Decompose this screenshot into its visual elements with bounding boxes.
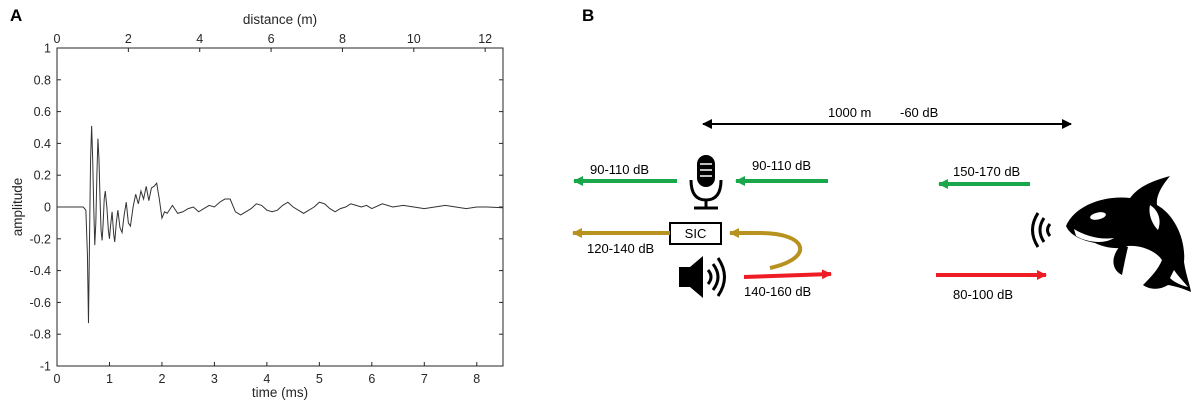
x-axis: 0 1 2 3 4 5 6 7 8: [54, 362, 480, 386]
sound-waves-icon: [1031, 212, 1052, 248]
feedback-curve-arrow: [729, 228, 803, 270]
y-tick-label: -0.4: [29, 264, 51, 278]
secondary-x-tick-label: 8: [339, 32, 346, 46]
speaker-icon: [679, 256, 726, 298]
secondary-x-tick-label: 0: [54, 32, 61, 46]
y-axis: -1 -0.8 -0.6 -0.4 -0.2 0 0.2 0.4 0.6 0.8 1: [29, 42, 503, 374]
orca-icon: [1066, 176, 1191, 292]
gold-label: 120-140 dB: [587, 241, 654, 256]
left-green-label: 90-110 dB: [590, 162, 649, 177]
x-tick-label: 4: [263, 372, 270, 386]
y-tick-label: -1: [40, 360, 51, 374]
mid-red-label: 140-160 dB: [744, 284, 811, 299]
y-tick-label: -0.8: [29, 328, 51, 342]
secondary-x-tick-label: 4: [196, 32, 203, 46]
mid-red-arrow: [743, 269, 832, 280]
x-tick-label: 8: [473, 372, 480, 386]
y-tick-label: 0.4: [34, 137, 51, 151]
y-tick-label: -0.6: [29, 296, 51, 310]
x-axis-label: time (ms): [252, 385, 308, 400]
secondary-x-tick-label: 12: [478, 32, 492, 46]
y-tick-label: 0.2: [34, 169, 51, 183]
right-green-label: 150-170 dB: [953, 164, 1020, 179]
amplitude-trace: [57, 125, 504, 324]
y-tick-label: 0: [44, 201, 51, 215]
attenuation-label: -60 dB: [900, 105, 938, 120]
x-tick-label: 0: [54, 372, 61, 386]
noise-diagram: 1000 m -60 dB 90-110 dB 90-110 dB 150-17…: [572, 105, 1191, 302]
secondary-x-axis-label: distance (m): [243, 12, 317, 27]
secondary-x-tick-label: 10: [407, 32, 421, 46]
x-tick-label: 6: [368, 372, 375, 386]
x-tick-label: 1: [106, 372, 113, 386]
y-tick-label: 0.6: [34, 105, 51, 119]
secondary-x-tick-label: 2: [125, 32, 132, 46]
right-red-label: 80-100 dB: [953, 287, 1013, 302]
y-tick-label: 1: [44, 42, 51, 56]
panel-a-label: A: [10, 6, 22, 25]
distance-label: 1000 m: [828, 105, 871, 120]
x-tick-label: 2: [158, 372, 165, 386]
y-axis-label: amplitude: [10, 178, 25, 237]
secondary-x-axis: 0 2 4 6 8 10 12: [54, 32, 492, 52]
secondary-x-tick-label: 6: [268, 32, 275, 46]
y-tick-label: -0.2: [29, 232, 51, 246]
mid-green-label: 90-110 dB: [752, 158, 811, 173]
microphone-icon: [689, 155, 723, 210]
x-tick-label: 7: [421, 372, 428, 386]
x-tick-label: 5: [316, 372, 323, 386]
x-tick-label: 3: [211, 372, 218, 386]
plot-frame: [56, 47, 504, 367]
sic-label: SIC: [685, 226, 707, 241]
y-tick-label: 0.8: [34, 73, 51, 87]
panel-b-label: B: [582, 6, 594, 25]
